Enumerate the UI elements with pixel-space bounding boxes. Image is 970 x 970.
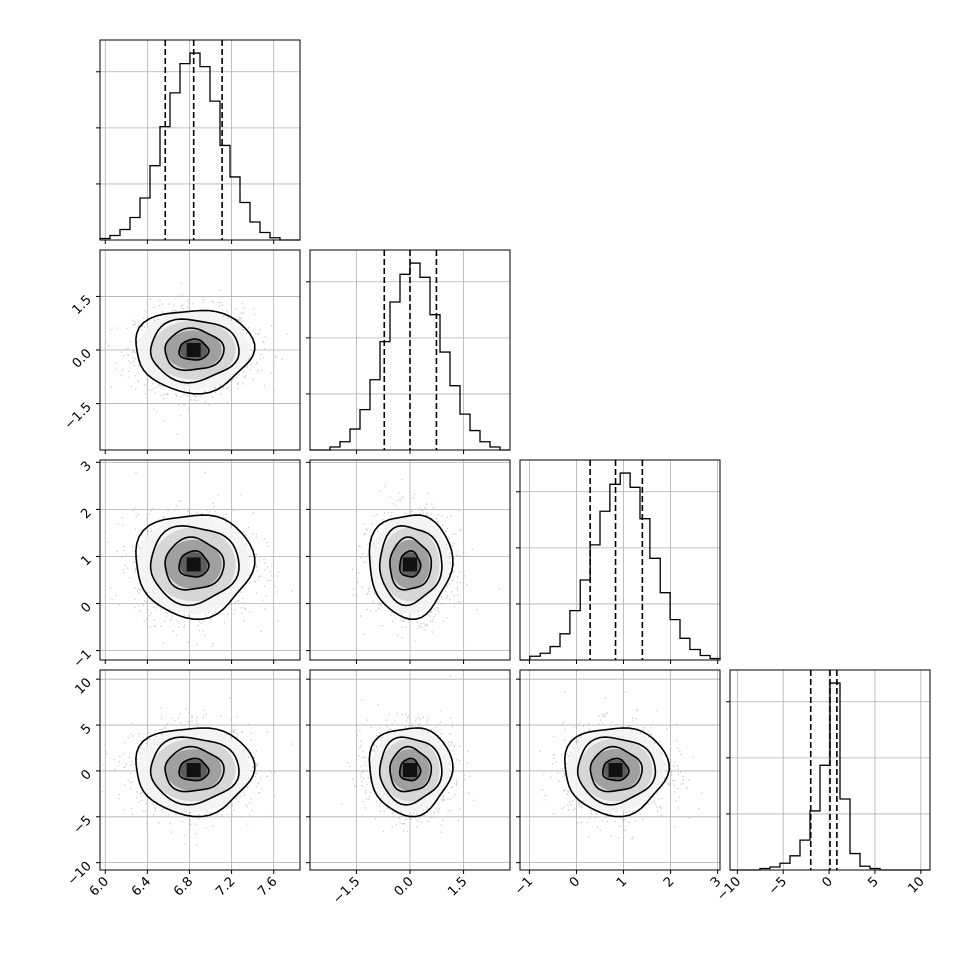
x-tick-label: 5 (865, 874, 881, 890)
contour-line (389, 745, 433, 793)
contour-line (135, 727, 256, 818)
contour-line (378, 736, 443, 806)
contour-line (378, 524, 443, 607)
contour-line (601, 757, 630, 782)
y-tick-label: 1 (78, 553, 94, 569)
contour-line (368, 514, 454, 620)
panel-1-0: −1.5 0.0 1.5 (62, 249, 301, 454)
x-tick-label: 1.5 (445, 874, 470, 899)
axes-frame (729, 669, 931, 871)
x-tick-label: 7.2 (213, 874, 238, 899)
x-tick-label: −1 (512, 874, 536, 898)
x-tick-label: 0.0 (392, 874, 417, 899)
panel-1-1 (306, 249, 511, 454)
x-tick-label: 6.0 (87, 874, 112, 899)
contour-line (149, 736, 240, 806)
panel-2-1 (306, 459, 511, 664)
density-peak (403, 557, 417, 572)
contour-line (389, 536, 433, 591)
contour-line (164, 745, 225, 793)
contour-line (149, 524, 240, 607)
y-tick-label: 0 (78, 600, 94, 616)
density-peak (186, 763, 201, 777)
y-tick-label: 10 (73, 675, 95, 697)
histogram-0 (99, 52, 300, 241)
y-tick-label: 3 (78, 459, 94, 475)
contour-line (398, 549, 422, 578)
contour-line (178, 549, 210, 578)
panel-content (341, 675, 475, 833)
x-tick-label: 0 (819, 874, 835, 890)
y-tick-label: 2 (78, 506, 94, 522)
contour-line (135, 309, 256, 395)
axes-frame (99, 669, 301, 871)
contour-line (563, 727, 671, 818)
x-tick-label: 6.8 (171, 874, 196, 899)
panel-3-3: −10 −5 0 5 10 (714, 669, 931, 904)
histogram-3 (730, 682, 930, 871)
panel-content (105, 282, 288, 435)
panel-3-1: −1.5 0.0 1.5 (306, 669, 511, 907)
density-peak (186, 557, 201, 572)
density-peak (186, 343, 201, 357)
y-tick-label: −5 (71, 813, 95, 837)
x-tick-label: 2 (661, 874, 677, 890)
x-tick-label: −1.5 (330, 874, 363, 907)
x-tick-label: 6.4 (129, 874, 154, 899)
panel-content (105, 471, 293, 647)
panel-0-0 (96, 39, 301, 244)
contour-line (164, 536, 225, 591)
panel-content (101, 697, 300, 846)
panel-2-0: −1 0 1 2 3 (71, 459, 301, 671)
axes-frame (519, 459, 721, 661)
contour-line (149, 318, 240, 384)
contour-line (398, 757, 422, 782)
x-tick-label: 1 (614, 874, 630, 890)
axes-frame (519, 669, 721, 871)
panel-content (352, 479, 500, 644)
y-tick-label: 0.0 (70, 346, 95, 371)
contour-line (178, 757, 210, 782)
contour-line (589, 745, 644, 793)
x-tick-label: 0 (567, 874, 583, 890)
density-peak (608, 763, 623, 777)
contour-line (164, 327, 225, 372)
y-tick-label: 5 (78, 721, 94, 737)
x-tick-label: −5 (766, 874, 790, 898)
y-tick-label: −1.5 (62, 400, 95, 433)
contour-line (135, 514, 256, 620)
y-tick-label: −1 (71, 647, 95, 671)
panel-2-2 (516, 459, 721, 664)
panel-content (528, 691, 703, 841)
density-peak (403, 763, 417, 777)
axes-frame (99, 459, 301, 661)
y-tick-label: 1.5 (70, 293, 95, 318)
contour-line (368, 727, 454, 818)
contour-line (576, 736, 657, 806)
x-tick-label: 10 (905, 874, 927, 896)
contour-line (178, 338, 210, 361)
x-tick-label: 7.6 (255, 874, 280, 899)
y-tick-label: 0 (78, 767, 94, 783)
histogram-2 (520, 472, 721, 661)
panel-3-2: −1 0 1 2 3 (512, 669, 724, 898)
axes-frame (99, 39, 301, 241)
